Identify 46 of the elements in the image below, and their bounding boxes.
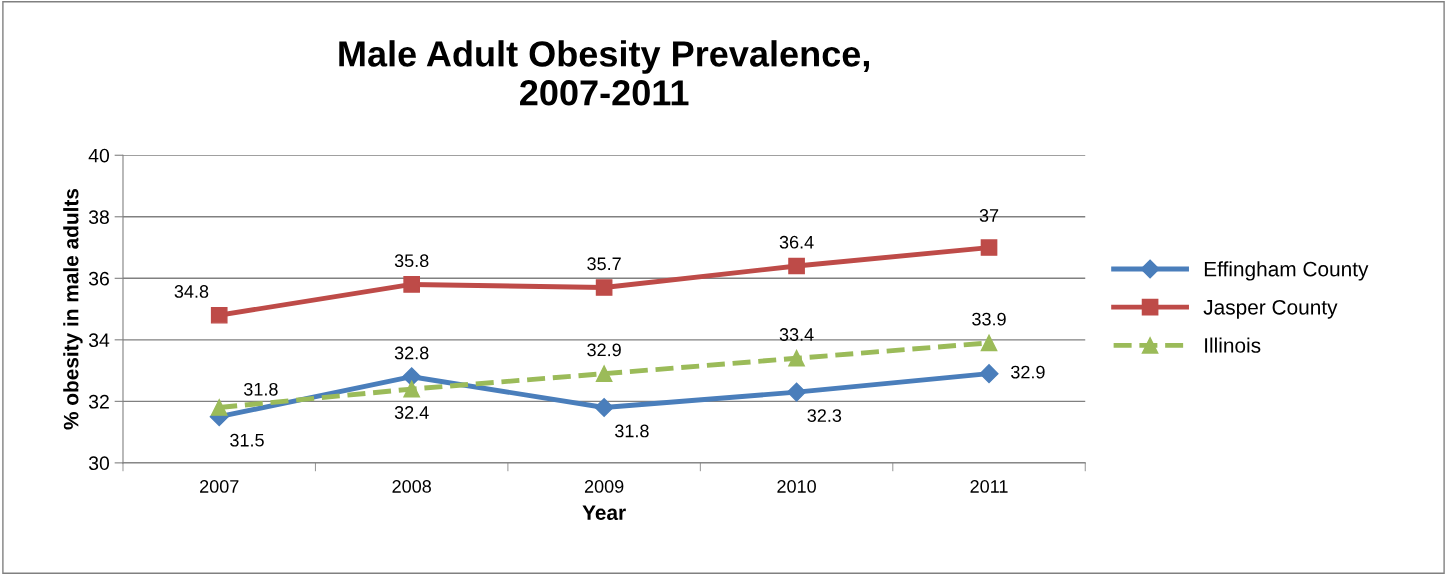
data-label: 32.3 — [807, 409, 842, 422]
data-label: 31.8 — [244, 382, 278, 396]
x-tick-label: 2011 — [970, 480, 1008, 493]
x-tick-label: 2008 — [392, 480, 431, 493]
data-label: 37 — [979, 209, 999, 222]
data-label: 33.4 — [779, 328, 814, 341]
point — [595, 365, 613, 382]
y-tick-label: 32 — [88, 394, 109, 409]
y-tick-label: 30 — [88, 456, 110, 471]
data-label: 32.8 — [394, 346, 429, 360]
point — [210, 399, 228, 416]
point — [980, 239, 998, 256]
data-label: 36.4 — [779, 235, 814, 249]
point — [787, 382, 807, 402]
y-tick-label: 38 — [88, 210, 109, 225]
point — [788, 257, 805, 275]
point — [210, 306, 228, 324]
point — [788, 349, 805, 367]
point — [980, 334, 998, 352]
legend-label: Effingham County — [1204, 261, 1369, 281]
y-tick-label: 34 — [88, 333, 110, 348]
legend-label: Illinois — [1205, 337, 1261, 353]
data-label: 31.8 — [615, 424, 649, 438]
y-tick-label: 36 — [88, 271, 109, 286]
data-label: 35.8 — [394, 254, 429, 268]
data-label: 32.9 — [1011, 365, 1045, 379]
x-tick-label: 2007 — [200, 480, 239, 493]
data-label: 32.9 — [587, 343, 621, 357]
y-axis-title: % obesity in male adults — [63, 188, 83, 430]
point — [403, 276, 421, 293]
data-label: 31.5 — [230, 433, 264, 447]
data-label: 32.4 — [394, 406, 429, 419]
point — [403, 380, 421, 398]
chart-title: Male Adult Obesity Prevalence, 2007-2011 — [339, 40, 869, 106]
data-label: 35.7 — [587, 257, 621, 271]
point — [594, 397, 614, 418]
point — [402, 367, 422, 387]
x-tick-label: 2009 — [584, 480, 624, 493]
point — [595, 279, 613, 296]
point — [979, 364, 999, 384]
x-tick-label: 2010 — [777, 480, 816, 493]
data-label: 34.8 — [174, 285, 209, 298]
x-axis-title: Year — [582, 505, 626, 521]
y-tick-label: 40 — [88, 148, 110, 163]
data-label: 33.9 — [972, 312, 1006, 326]
legend-label: Jasper County — [1203, 299, 1338, 319]
